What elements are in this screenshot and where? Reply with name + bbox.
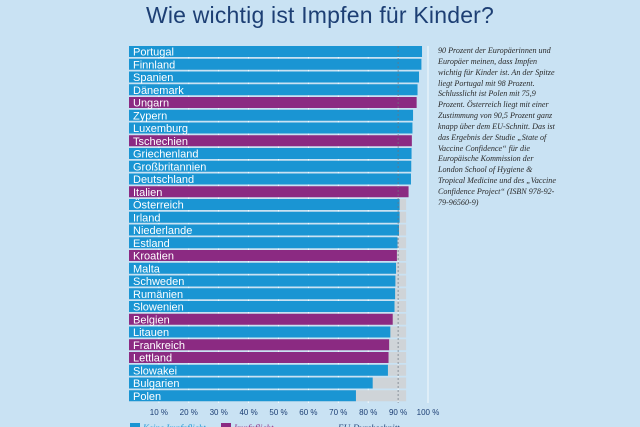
- chart-title: Wie wichtig ist Impfen für Kinder?: [145, 2, 495, 28]
- bar-frankreich: [129, 339, 390, 351]
- bar-österreich: [129, 199, 400, 210]
- bar-slowakei: [129, 364, 388, 376]
- bar-label: Großbritannien: [133, 161, 206, 173]
- x-tick-label: 100 %: [417, 408, 440, 417]
- bar-label: Litauen: [133, 327, 169, 339]
- bar-label: Belgien: [133, 314, 170, 326]
- bar-label: Niederlande: [133, 225, 192, 237]
- bar-label: Griechenland: [133, 149, 198, 161]
- bar-polen: [129, 390, 356, 402]
- bar-malta: [129, 262, 397, 274]
- bar-label: Slowakei: [133, 365, 177, 377]
- bar-label: Rumänien: [133, 289, 183, 301]
- bar-label: Luxemburg: [133, 123, 188, 135]
- bar-spanien: [129, 71, 420, 83]
- bar-label: Frankreich: [133, 340, 185, 352]
- bar-belgien: [129, 313, 393, 325]
- bar-portugal: [129, 46, 423, 57]
- bar-label: Estland: [133, 238, 170, 250]
- bar-ungarn: [129, 97, 417, 108]
- bar-tschechien: [129, 135, 412, 147]
- bar-estland: [129, 237, 398, 249]
- bar-schweden: [129, 275, 396, 287]
- bar-bulgarien: [129, 377, 373, 389]
- bar-slowenien: [129, 301, 395, 312]
- x-tick-label: 60 %: [299, 408, 317, 417]
- x-tick-label: 50 %: [269, 408, 287, 417]
- bar-label: Zypern: [133, 110, 167, 122]
- legend-label-obligation: Impfpflicht: [233, 423, 274, 427]
- bar-label: Spanien: [133, 72, 173, 84]
- bar-label: Ungarn: [133, 98, 169, 110]
- bar-label: Finnland: [133, 59, 175, 71]
- bar-label: Kroatien: [133, 251, 174, 263]
- bar-dänemark: [129, 84, 418, 96]
- bar-kroatien: [129, 250, 397, 261]
- bar-label: Irland: [133, 212, 161, 224]
- legend-swatch-obligation: [221, 423, 231, 427]
- bar-rumänien: [129, 288, 396, 300]
- bar-label: Dänemark: [133, 85, 184, 97]
- bar-irland: [129, 211, 400, 223]
- bar-label: Italien: [133, 187, 162, 199]
- bar-label: Slowenien: [133, 302, 184, 314]
- legend-label-no-obligation: Keine Impfpflicht: [142, 423, 206, 427]
- bar-label: Schweden: [133, 276, 184, 288]
- bar-litauen: [129, 326, 391, 338]
- x-tick-label: 20 %: [180, 408, 198, 417]
- x-tick-label: 70 %: [329, 408, 347, 417]
- bar-label: Portugal: [133, 47, 174, 59]
- bar-label: Österreich: [133, 200, 184, 212]
- bar-finnland: [129, 58, 422, 70]
- bar-label: Malta: [133, 263, 161, 275]
- bar-lettland: [129, 352, 389, 363]
- bar-italien: [129, 186, 409, 198]
- bar-luxemburg: [129, 122, 413, 134]
- bar-label: Lettland: [133, 353, 172, 365]
- bar-deutschland: [129, 173, 411, 185]
- legend-label-eu-average: EU-Durchschnitt: [337, 423, 400, 427]
- legend-swatch-no-obligation: [130, 423, 140, 427]
- x-tick-label: 10 %: [150, 408, 168, 417]
- bar-label: Polen: [133, 391, 161, 403]
- x-tick-label: 90 %: [389, 408, 407, 417]
- bar-label: Bulgarien: [133, 378, 179, 390]
- bar-großbritannien: [129, 160, 412, 172]
- bar-niederlande: [129, 224, 399, 236]
- bar-label: Tschechien: [133, 136, 188, 148]
- x-tick-label: 30 %: [210, 408, 228, 417]
- x-tick-label: 80 %: [359, 408, 377, 417]
- bar-label: Deutschland: [133, 174, 194, 186]
- x-tick-label: 40 %: [239, 408, 257, 417]
- bar-griechenland: [129, 148, 412, 159]
- bar-zypern: [129, 109, 414, 121]
- chart-caption: 90 Prozent der Europäerinnen und Europäe…: [438, 46, 556, 207]
